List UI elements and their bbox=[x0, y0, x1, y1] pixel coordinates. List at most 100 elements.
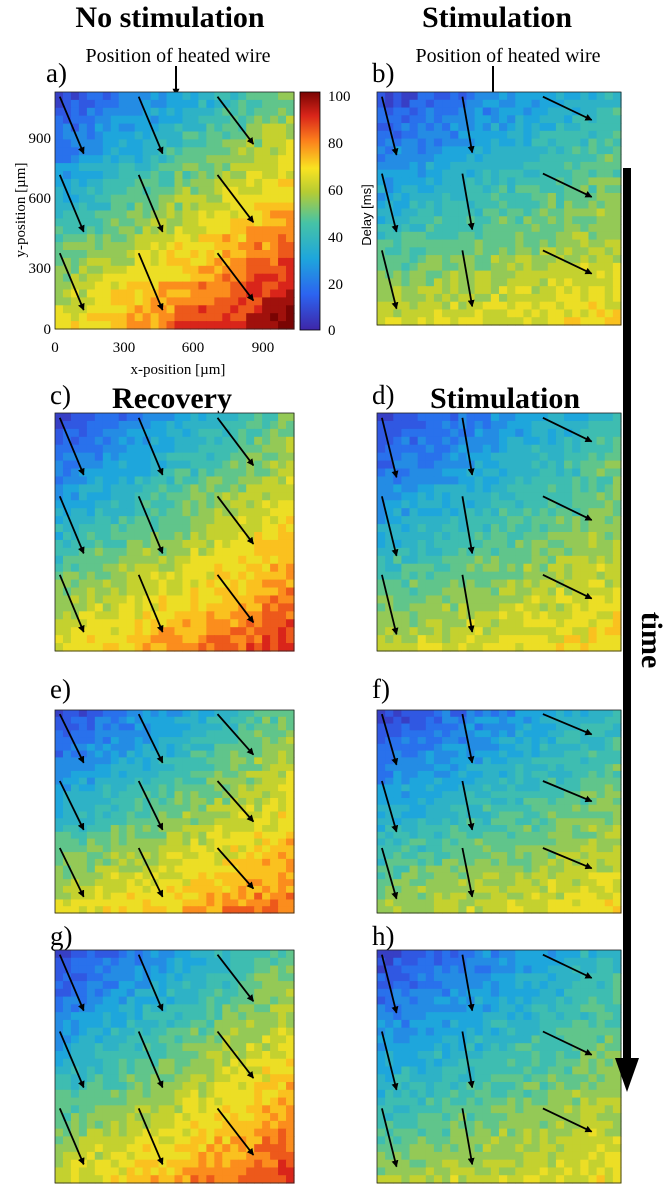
heatmap-cell bbox=[385, 643, 394, 652]
heatmap-cell bbox=[377, 460, 386, 470]
heatmap-cell bbox=[409, 764, 419, 772]
heatmap-cell bbox=[377, 524, 386, 533]
heatmap-cell bbox=[286, 710, 295, 718]
heatmap-cell bbox=[110, 587, 120, 597]
heatmap-cell bbox=[450, 138, 459, 147]
heatmap-cell bbox=[254, 413, 263, 422]
heatmap-cell bbox=[515, 476, 524, 485]
heatmap-cell bbox=[190, 123, 199, 133]
heatmap-cell bbox=[270, 194, 279, 204]
heatmap-cell bbox=[482, 444, 492, 454]
heatmap-cell bbox=[86, 484, 96, 493]
heatmap-cell bbox=[401, 516, 411, 525]
heatmap-cell bbox=[198, 595, 207, 604]
heatmap-cell bbox=[278, 99, 287, 109]
heatmap-cell bbox=[572, 516, 581, 525]
heatmap-cell bbox=[385, 579, 394, 589]
heatmap-cell bbox=[110, 460, 120, 470]
heatmap-cell bbox=[385, 587, 394, 597]
heatmap-cell bbox=[401, 595, 411, 604]
heatmap-cell bbox=[564, 154, 573, 163]
heatmap-cell bbox=[490, 192, 500, 202]
heatmap-cell bbox=[385, 539, 394, 549]
heatmap-cell bbox=[425, 255, 435, 264]
heatmap-cell bbox=[142, 804, 152, 813]
heatmap-cell bbox=[425, 154, 435, 163]
heatmap-cell bbox=[134, 838, 144, 846]
heatmap-cell bbox=[190, 627, 199, 636]
heatmap-cell bbox=[588, 262, 598, 272]
heatmap-cell bbox=[580, 595, 590, 604]
heatmap-cell bbox=[278, 716, 287, 725]
heatmap-cell bbox=[286, 723, 295, 731]
heatmap-cell bbox=[238, 784, 247, 792]
heatmap-cell bbox=[222, 163, 231, 172]
heatmap-cell bbox=[555, 452, 565, 462]
heatmap-cell bbox=[110, 163, 120, 172]
heatmap-cell bbox=[142, 171, 152, 180]
heatmap-cell bbox=[134, 413, 144, 422]
heatmap-cell bbox=[450, 508, 459, 517]
heatmap-cell bbox=[110, 539, 120, 549]
heatmap-cell bbox=[547, 278, 557, 287]
heatmap-cell bbox=[102, 619, 112, 628]
heatmap-cell bbox=[166, 92, 176, 101]
heatmap-cell bbox=[190, 194, 199, 204]
heatmap-cell bbox=[572, 293, 581, 303]
heatmap-cell bbox=[254, 899, 263, 907]
heatmap-cell bbox=[409, 791, 419, 799]
heatmap-cell bbox=[222, 171, 231, 180]
heatmap-cell bbox=[385, 115, 394, 124]
heatmap-cell bbox=[286, 865, 295, 873]
heatmap-cell bbox=[482, 169, 492, 179]
heatmap-cell bbox=[450, 262, 459, 272]
heatmap-cell bbox=[86, 899, 96, 907]
heatmap-cell bbox=[466, 716, 476, 725]
heatmap-cell bbox=[134, 899, 144, 907]
heatmap-cell bbox=[86, 305, 96, 314]
heatmap-cell bbox=[523, 185, 533, 194]
heatmap-cell bbox=[588, 777, 598, 786]
heatmap-cell bbox=[596, 791, 606, 799]
heatmap-cell bbox=[118, 210, 128, 219]
heatmap-cell bbox=[118, 202, 128, 212]
heatmap-cell bbox=[238, 627, 247, 636]
heatmap-cell bbox=[482, 436, 492, 446]
heatmap-cell bbox=[86, 492, 96, 501]
direction-arrow bbox=[58, 252, 85, 311]
heatmap-cell bbox=[166, 178, 176, 188]
heatmap-cell bbox=[174, 571, 184, 581]
heatmap-cell bbox=[531, 146, 541, 155]
heatmap-cell bbox=[499, 643, 508, 652]
heatmap-cell bbox=[158, 723, 168, 731]
heatmap-cell bbox=[126, 186, 136, 196]
heatmap-cell bbox=[515, 436, 524, 446]
heatmap-cell bbox=[270, 571, 279, 581]
heatmap-cell bbox=[198, 710, 207, 718]
heatmap-cell bbox=[539, 716, 549, 725]
heatmap-cell bbox=[174, 906, 184, 914]
heatmap-cell bbox=[507, 200, 516, 210]
header-no-stimulation: No stimulation bbox=[75, 1, 265, 34]
heatmap-cell bbox=[507, 444, 516, 454]
heatmap-cell bbox=[604, 484, 614, 493]
heatmap-cell bbox=[62, 831, 72, 840]
heatmap-cell bbox=[222, 885, 231, 894]
heatmap-cell bbox=[110, 186, 120, 196]
heatmap-cell bbox=[118, 131, 128, 140]
heatmap-cell bbox=[401, 791, 411, 799]
heatmap-cell bbox=[442, 224, 451, 233]
heatmap-cell bbox=[166, 852, 176, 860]
heatmap-cell bbox=[126, 313, 136, 322]
heatmap-cell bbox=[270, 492, 279, 501]
heatmap-cell bbox=[270, 784, 279, 792]
heatmap-cell bbox=[94, 92, 104, 101]
heatmap-cell bbox=[458, 743, 468, 752]
heatmap-cell bbox=[450, 516, 459, 525]
heatmap-cell bbox=[174, 163, 184, 172]
heatmap-cell bbox=[377, 107, 386, 116]
heatmap-cell bbox=[604, 270, 614, 279]
heatmap-cell bbox=[190, 413, 199, 422]
heatmap-cell bbox=[86, 716, 96, 725]
heatmap-cell bbox=[70, 250, 80, 259]
